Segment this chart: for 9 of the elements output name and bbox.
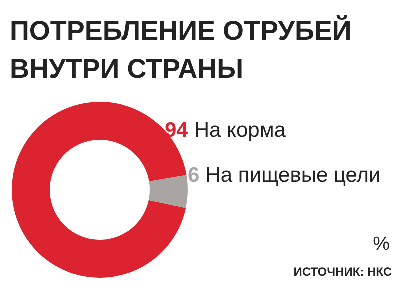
slice-label: На пищевые цели [206,164,381,187]
donut-slice [148,175,188,208]
text: ИСТОЧНИК: НКС [294,265,392,279]
data-label: 6 [188,164,200,187]
chart-title: ПОТРЕБЛЕНИЕ ОТРУБЕЙ ВНУТРИ СТРАНЫ [10,15,352,84]
donut-slice [12,102,187,278]
data-label: 94 [165,119,189,142]
slice-label: На корма [194,119,286,142]
text: % [373,234,390,255]
